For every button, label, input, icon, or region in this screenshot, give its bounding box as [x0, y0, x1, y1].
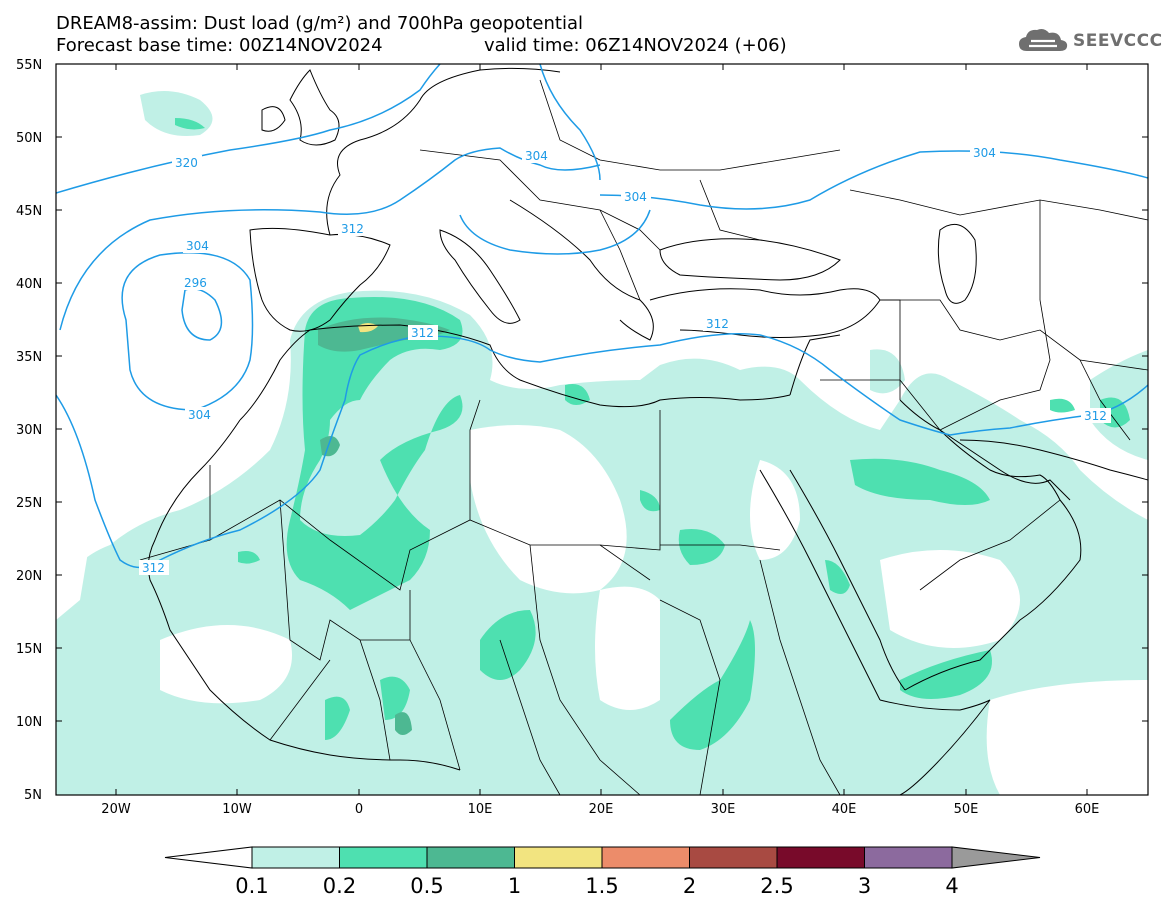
contour-label: 312: [706, 317, 729, 331]
colorbar-label: 4: [945, 874, 958, 898]
latitude-labels: 55N 50N 45N 40N 35N 30N 25N 20N 15N 10N …: [16, 58, 42, 803]
contour-label: 312: [142, 561, 165, 575]
longitude-axis: [115, 64, 1088, 795]
cloud-icon: [1019, 29, 1068, 51]
colorbar-label: 0.2: [323, 874, 356, 898]
lat-label: 35N: [16, 350, 42, 365]
colorbar-swatch: [339, 846, 428, 869]
lat-label: 30N: [16, 423, 42, 438]
map-area: 320 312 304 296 304 312 304 304 312 312 …: [56, 64, 1148, 795]
colorbar-under-arrow: [164, 846, 253, 869]
contour-label: 312: [1084, 409, 1107, 423]
lon-label: 20W: [101, 802, 131, 817]
contour-label: 296: [184, 276, 207, 290]
colorbar-label: 3: [858, 874, 871, 898]
colorbar-label: 0.1: [235, 874, 268, 898]
forecast-base-time: Forecast base time: 00Z14NOV2024: [56, 35, 383, 56]
lon-label: 10W: [222, 802, 252, 817]
lat-label: 15N: [16, 642, 42, 657]
colorbar-label: 2.5: [760, 874, 793, 898]
contour-label: 304: [186, 239, 209, 253]
lat-label: 45N: [16, 204, 42, 219]
colorbar-label: 1: [508, 874, 521, 898]
contour-label: 320: [175, 156, 198, 170]
lat-label: 40N: [16, 277, 42, 292]
dust-0.2-shading: [175, 118, 1130, 750]
lat-label: 25N: [16, 496, 42, 511]
contour-label: 304: [973, 146, 996, 160]
lat-label: 10N: [16, 715, 42, 730]
colorbar-swatch: [251, 846, 340, 869]
contour-label: 304: [624, 190, 647, 204]
lon-label: 10E: [468, 802, 493, 817]
colorbar-swatch: [689, 846, 778, 869]
country-borders: [139, 79, 1148, 795]
lon-label: 60E: [1075, 802, 1100, 817]
colorbar: 0.1 0.2 0.5 1 1.5 2 2.5 3 4: [164, 846, 1041, 898]
contour-label: 304: [525, 149, 548, 163]
colorbar-label: 2: [683, 874, 696, 898]
lon-label: 50E: [954, 802, 979, 817]
lat-label: 50N: [16, 131, 42, 146]
valid-time: valid time: 06Z14NOV2024 (+06): [484, 35, 787, 56]
contour-label: 312: [411, 326, 434, 340]
seevccc-logo: SEEVCCC: [1017, 26, 1163, 56]
latitude-axis: [56, 63, 1148, 722]
colorbar-swatch: [601, 846, 690, 869]
coastlines: [147, 67, 1148, 795]
lat-label: 5N: [24, 788, 42, 803]
lat-label: 20N: [16, 569, 42, 584]
contour-labels: 320 312 304 296 304 312 304 304 312 312 …: [139, 145, 1111, 575]
contour-label: 312: [341, 222, 364, 236]
lon-label: 20E: [589, 802, 614, 817]
colorbar-swatch: [514, 846, 603, 869]
longitude-labels: 20W 10W 0 10E 20E 30E 40E 50E 60E: [101, 802, 1099, 817]
colorbar-label: 1.5: [585, 874, 618, 898]
lat-label: 55N: [16, 58, 42, 73]
logo-text: SEEVCCC: [1073, 31, 1163, 51]
lon-label: 40E: [832, 802, 857, 817]
colorbar-swatch: [426, 846, 515, 869]
colorbar-over-arrow: [951, 846, 1041, 869]
contour-label: 304: [188, 408, 211, 422]
map-title: DREAM8-assim: Dust load (g/m²) and 700hP…: [56, 13, 583, 34]
lon-label: 0: [355, 802, 363, 817]
colorbar-label: 0.5: [410, 874, 443, 898]
colorbar-swatch: [864, 846, 953, 869]
clear-areas: [56, 425, 1148, 795]
lon-label: 30E: [711, 802, 736, 817]
colorbar-swatch: [776, 846, 865, 869]
